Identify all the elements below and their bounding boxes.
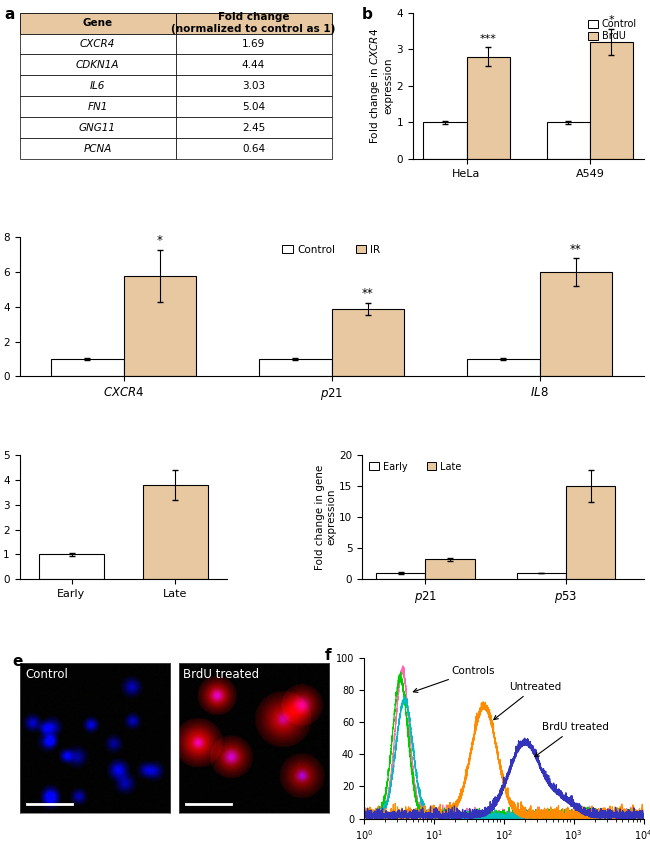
- Bar: [124, 276, 196, 376]
- Text: BrdU treated: BrdU treated: [535, 722, 608, 757]
- Legend: Control, BrdU: Control, BrdU: [586, 18, 639, 43]
- Text: ***: ***: [480, 34, 497, 44]
- Text: **: **: [570, 243, 582, 256]
- Bar: [332, 309, 404, 376]
- Text: **: **: [362, 287, 374, 300]
- Bar: [51, 359, 124, 376]
- Text: Controls: Controls: [413, 666, 495, 692]
- Y-axis label: Counts: Counts: [320, 719, 330, 758]
- Text: Control: Control: [25, 668, 68, 681]
- Text: e: e: [12, 654, 22, 669]
- Bar: [590, 42, 633, 159]
- Bar: [467, 57, 510, 159]
- Text: *: *: [157, 234, 163, 247]
- Text: f: f: [325, 648, 332, 663]
- Bar: [547, 122, 590, 159]
- Y-axis label: Fold change in $\it{CXCR4}$
expression: Fold change in $\it{CXCR4}$ expression: [368, 28, 394, 144]
- Bar: [517, 573, 566, 579]
- Bar: [540, 272, 612, 376]
- Legend: Early, Late: Early, Late: [367, 460, 463, 473]
- Legend: Control, IR: Control, IR: [280, 242, 383, 257]
- Y-axis label: Fold change in gene
expression: Fold change in gene expression: [315, 464, 336, 570]
- Text: *: *: [608, 15, 614, 25]
- Text: BrdU treated: BrdU treated: [183, 668, 259, 681]
- Bar: [423, 122, 467, 159]
- Text: a: a: [4, 7, 14, 22]
- Bar: [566, 486, 616, 579]
- Bar: [259, 359, 332, 376]
- Bar: [425, 560, 474, 579]
- Bar: [38, 555, 105, 579]
- Text: b: b: [362, 7, 373, 22]
- Text: Untreated: Untreated: [494, 682, 562, 720]
- Bar: [376, 573, 425, 579]
- Bar: [467, 359, 540, 376]
- Bar: [142, 484, 209, 579]
